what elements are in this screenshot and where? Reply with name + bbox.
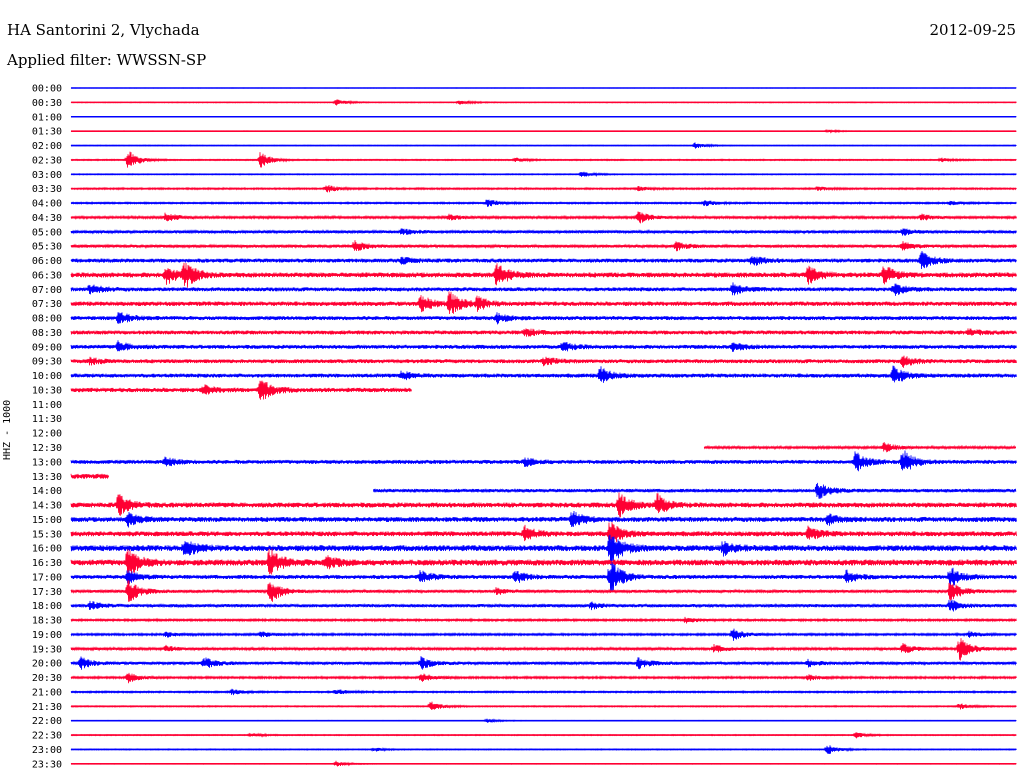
time-tick-label: 00:00 — [32, 84, 62, 95]
time-tick-label: 18:30 — [32, 616, 62, 627]
time-tick-label: 08:00 — [32, 314, 62, 325]
time-tick-label: 15:30 — [32, 529, 62, 540]
time-tick-label: 19:00 — [32, 630, 62, 641]
seismic-traces — [70, 87, 1017, 767]
time-tick-label: 14:30 — [32, 501, 62, 512]
time-tick-label: 23:00 — [32, 745, 62, 756]
date-label: 2012-09-25 — [929, 21, 1016, 39]
time-tick-label: 05:00 — [32, 227, 62, 238]
time-tick-label: 03:30 — [32, 184, 62, 195]
time-tick-label: 13:00 — [32, 457, 62, 468]
time-tick-label: 05:30 — [32, 242, 62, 253]
time-tick-label: 16:00 — [32, 544, 62, 555]
time-tick-label: 02:00 — [32, 141, 62, 152]
trace-1300 — [70, 450, 1017, 472]
time-tick-label: 01:00 — [32, 112, 62, 123]
time-tick-label: 10:00 — [32, 371, 62, 382]
time-tick-label: 09:30 — [32, 357, 62, 368]
time-tick-label: 21:30 — [32, 702, 62, 713]
time-tick-label: 19:30 — [32, 644, 62, 655]
time-tick-label: 20:00 — [32, 659, 62, 670]
time-tick-label: 21:00 — [32, 687, 62, 698]
time-tick-label: 17:00 — [32, 572, 62, 583]
time-tick-label: 08:30 — [32, 328, 62, 339]
trace-0730 — [70, 291, 1017, 315]
time-tick-label: 17:30 — [32, 587, 62, 598]
time-tick-label: 18:00 — [32, 601, 62, 612]
time-tick-label: 12:00 — [32, 429, 62, 440]
time-tick-label: 15:00 — [32, 515, 62, 526]
time-tick-label: 22:00 — [32, 716, 62, 727]
time-tick-label: 06:30 — [32, 270, 62, 281]
station-title: HA Santorini 2, Vlychada — [7, 21, 200, 39]
time-tick-label: 04:30 — [32, 213, 62, 224]
time-tick-label: 04:00 — [32, 199, 62, 210]
time-tick-labels: 00:00 00:30 01:00 01:30 02:00 02:30 03:00 03:30… — [32, 84, 62, 771]
time-tick-label: 12:30 — [32, 443, 62, 454]
time-tick-label: 20:30 — [32, 673, 62, 684]
time-tick-label: 09:00 — [32, 342, 62, 353]
time-tick-label: 22:30 — [32, 731, 62, 742]
time-tick-label: 11:00 — [32, 400, 62, 411]
time-tick-label: 11:30 — [32, 414, 62, 425]
time-tick-label: 16:30 — [32, 558, 62, 569]
trace-0930 — [70, 355, 1017, 368]
time-tick-label: 00:30 — [32, 98, 62, 109]
time-tick-label: 23:30 — [32, 759, 62, 770]
time-tick-label: 14:00 — [32, 486, 62, 497]
time-tick-label: 10:30 — [32, 385, 62, 396]
time-tick-label: 06:00 — [32, 256, 62, 267]
filter-subtitle: Applied filter: WWSSN-SP — [7, 51, 207, 69]
time-tick-label: 07:00 — [32, 285, 62, 296]
trace-1000 — [70, 365, 1017, 383]
time-tick-label: 03:00 — [32, 170, 62, 181]
time-tick-label: 13:30 — [32, 472, 62, 483]
time-tick-label: 02:30 — [32, 155, 62, 166]
time-tick-label: 07:30 — [32, 299, 62, 310]
time-tick-label: 01:30 — [32, 127, 62, 138]
